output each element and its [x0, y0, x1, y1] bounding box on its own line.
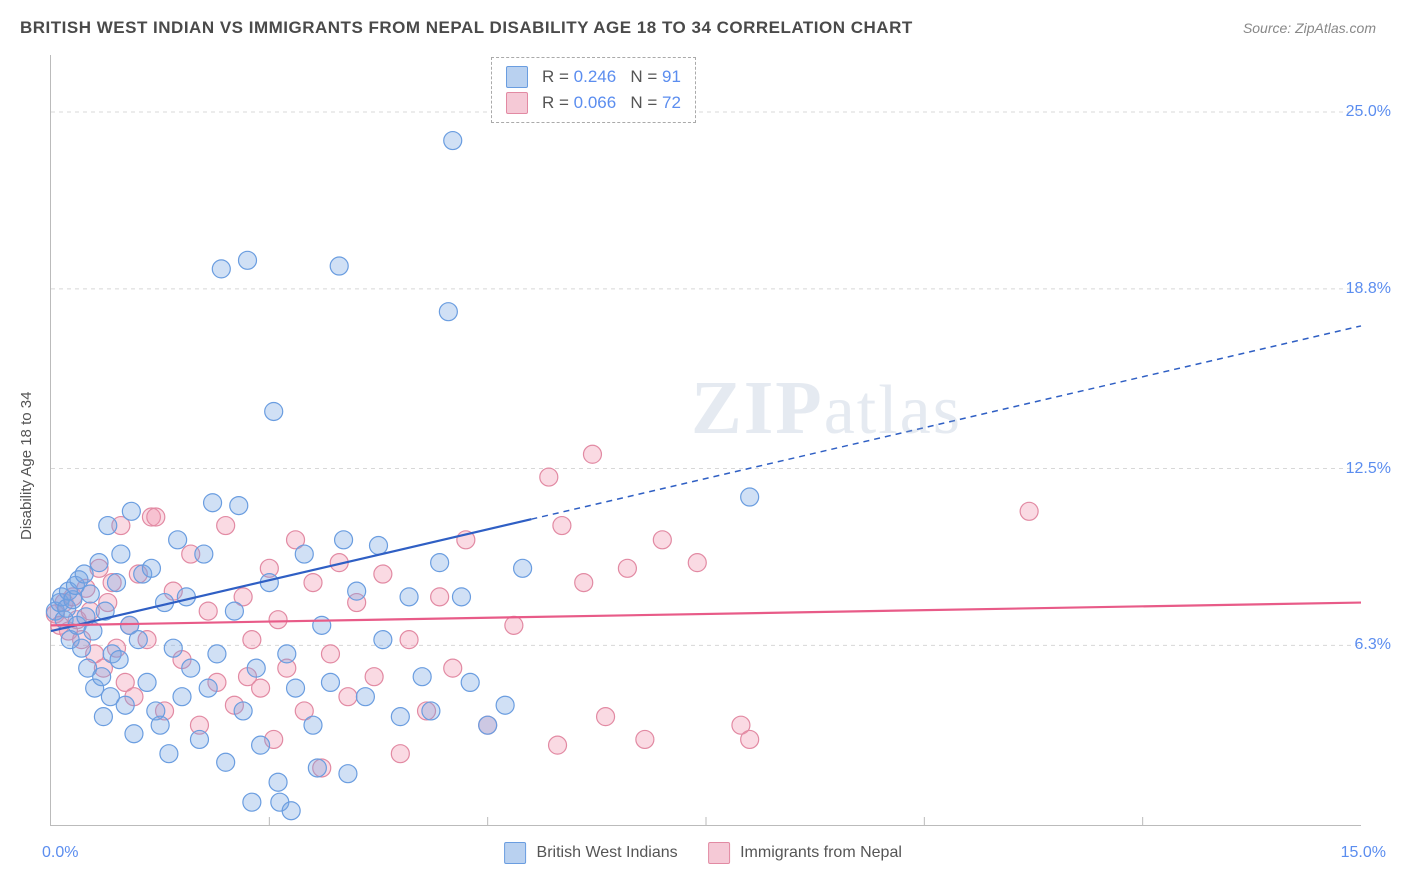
correlation-stats: R = 0.246 N = 91 [542, 67, 681, 87]
legend-item-0: British West Indians [504, 842, 678, 864]
correlation-stats: R = 0.066 N = 72 [542, 93, 681, 113]
chart-svg [51, 55, 1361, 825]
legend-swatch [506, 66, 528, 88]
x-tick-min: 0.0% [42, 844, 78, 862]
correlation-legend-row: R = 0.246 N = 91 [506, 64, 681, 90]
y-tick-3: 25.0% [1346, 103, 1391, 121]
series-legend: British West Indians Immigrants from Nep… [504, 842, 902, 864]
chart-title: BRITISH WEST INDIAN VS IMMIGRANTS FROM N… [20, 18, 913, 38]
y-tick-1: 12.5% [1346, 460, 1391, 478]
x-tick-max: 15.0% [1341, 844, 1386, 862]
legend-label-1: Immigrants from Nepal [740, 844, 902, 861]
correlation-legend: R = 0.246 N = 91 R = 0.066 N = 72 [491, 57, 696, 123]
legend-item-1: Immigrants from Nepal [708, 842, 902, 864]
correlation-legend-row: R = 0.066 N = 72 [506, 90, 681, 116]
legend-label-0: British West Indians [537, 844, 678, 861]
source-attribution: Source: ZipAtlas.com [1243, 20, 1376, 36]
plot-area: ZIPatlas R = 0.246 N = 91R = 0.066 N = 7… [50, 55, 1361, 826]
legend-swatch [506, 92, 528, 114]
y-tick-0: 6.3% [1355, 636, 1391, 654]
legend-swatch-0 [504, 842, 526, 864]
y-tick-2: 18.8% [1346, 280, 1391, 298]
legend-swatch-1 [708, 842, 730, 864]
y-axis-label: Disability Age 18 to 34 [18, 392, 35, 540]
